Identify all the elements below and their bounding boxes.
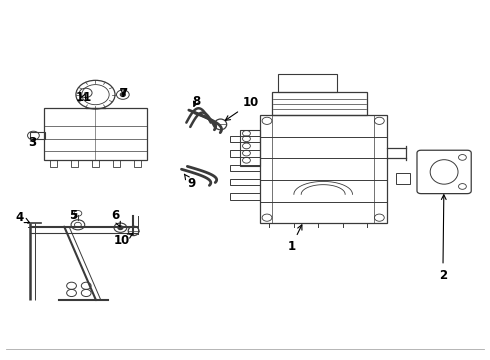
Bar xyxy=(230,193,260,200)
Bar xyxy=(230,165,260,171)
Text: 8: 8 xyxy=(192,95,200,108)
Bar xyxy=(240,130,260,166)
Bar xyxy=(230,150,260,157)
Text: 2: 2 xyxy=(439,195,447,282)
Bar xyxy=(44,108,147,160)
Bar xyxy=(396,173,410,184)
Text: 7: 7 xyxy=(119,87,127,100)
Text: 10: 10 xyxy=(225,96,259,120)
Bar xyxy=(49,159,57,167)
Bar xyxy=(260,116,387,223)
Bar xyxy=(230,136,260,142)
Text: 4: 4 xyxy=(15,211,29,224)
Text: 10: 10 xyxy=(113,234,133,247)
Text: 5: 5 xyxy=(69,210,77,222)
Bar xyxy=(71,159,78,167)
Circle shape xyxy=(118,226,123,229)
Bar xyxy=(134,159,142,167)
Text: 6: 6 xyxy=(111,210,121,226)
Text: 11: 11 xyxy=(75,91,92,104)
Text: 9: 9 xyxy=(184,174,196,190)
Text: 3: 3 xyxy=(28,136,37,149)
Bar xyxy=(278,74,337,92)
Bar xyxy=(230,179,260,185)
Bar xyxy=(113,159,121,167)
Bar xyxy=(272,92,367,116)
Bar xyxy=(92,159,99,167)
Bar xyxy=(30,132,45,139)
Circle shape xyxy=(121,93,125,96)
Text: 1: 1 xyxy=(287,225,302,253)
